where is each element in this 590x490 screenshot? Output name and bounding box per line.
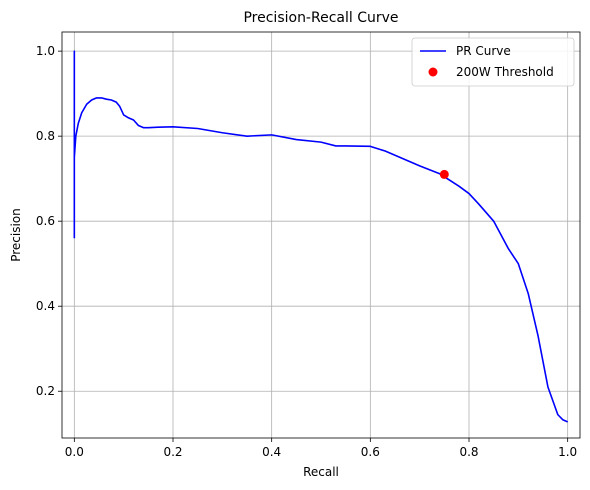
threshold-point <box>439 169 449 179</box>
x-tick-label: 1.0 <box>558 445 577 459</box>
x-tick-label: 0.8 <box>459 445 478 459</box>
legend: PR Curve 200W Threshold <box>411 37 575 87</box>
x-tick-label: 0.2 <box>163 445 182 459</box>
legend-box <box>411 37 575 87</box>
plot-frame <box>61 31 581 439</box>
y-tick-label: 0.2 <box>36 384 55 398</box>
legend-label-pr-curve: PR Curve <box>456 44 511 58</box>
y-tick-label: 0.4 <box>36 299 55 313</box>
y-tick-label: 1.0 <box>36 44 55 58</box>
x-axis-label: Recall <box>303 465 339 479</box>
y-tick-label: 0.6 <box>36 214 55 228</box>
pr-curve-line <box>73 50 568 423</box>
y-axis-label: Precision <box>9 208 23 262</box>
ticks: 0.0 0.2 0.4 0.6 0.8 1.0 0.2 0.4 0.6 0.8 1.0 <box>36 44 577 459</box>
chart-title: Precision-Recall Curve <box>243 10 398 26</box>
legend-label-threshold: 200W Threshold <box>456 65 554 79</box>
x-tick-label: 0.4 <box>262 445 281 459</box>
grid <box>62 32 580 438</box>
legend-marker-swatch <box>428 67 438 77</box>
series-layer <box>73 50 568 423</box>
y-tick-label: 0.8 <box>36 129 55 143</box>
x-tick-label: 0.0 <box>65 445 84 459</box>
x-tick-label: 0.6 <box>361 445 380 459</box>
